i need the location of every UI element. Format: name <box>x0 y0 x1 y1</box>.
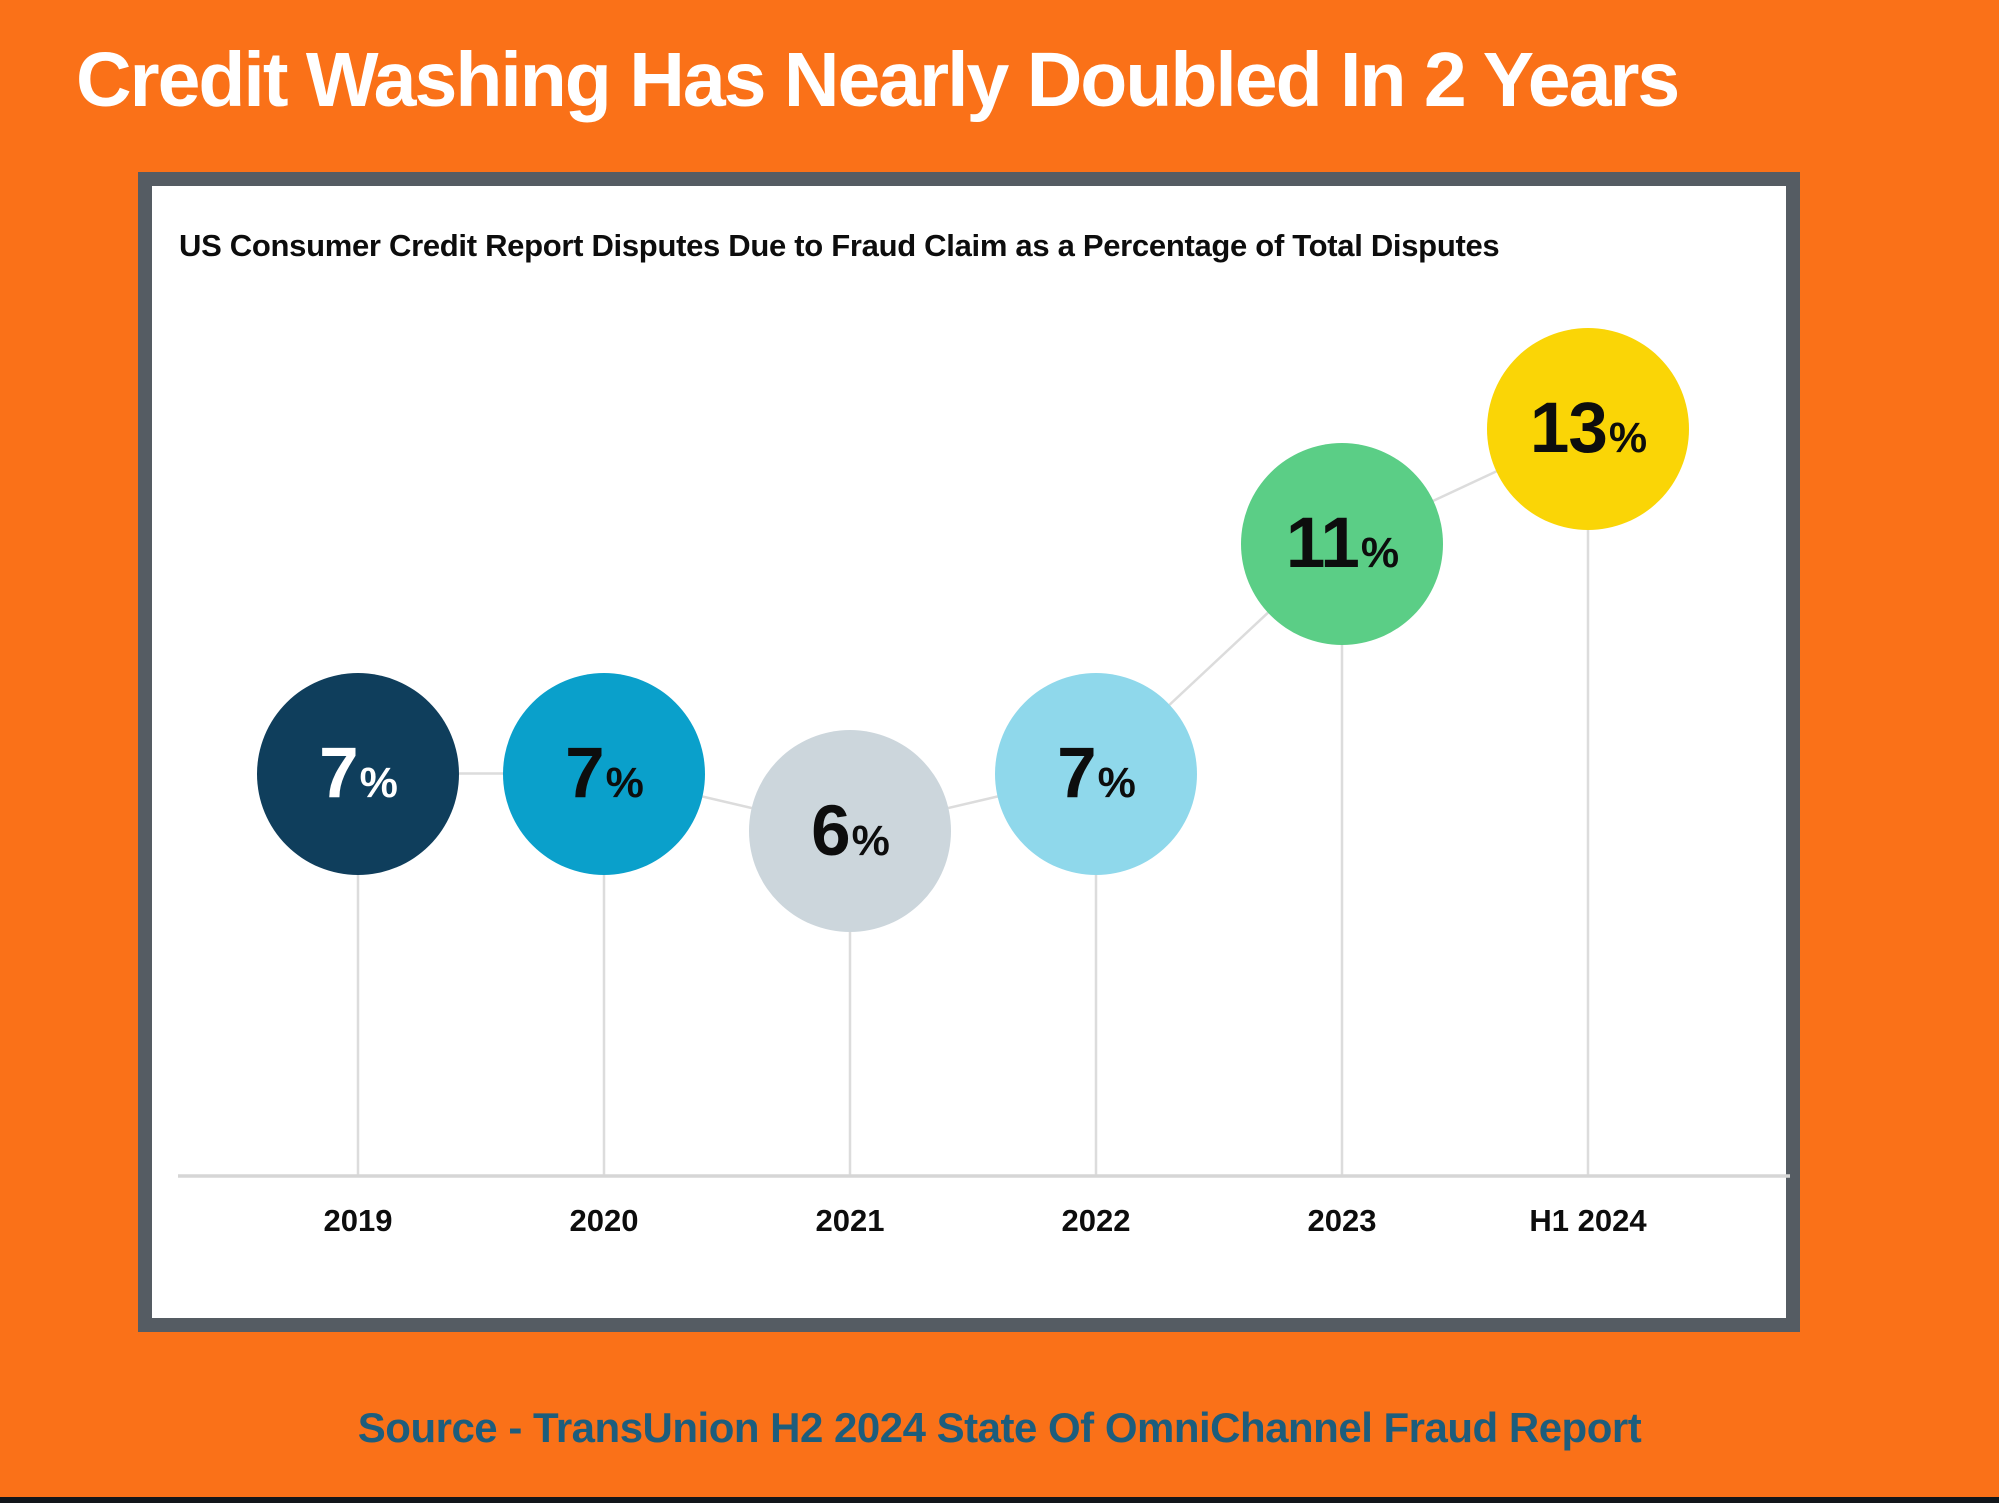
bottom-edge-bar <box>0 1497 1999 1503</box>
chart-title: US Consumer Credit Report Disputes Due t… <box>179 228 1500 263</box>
bubble-2023: 11% <box>1241 442 1443 645</box>
bubble-value-label: 7% <box>1057 734 1136 813</box>
x-tick-2023: 2023 <box>1307 1203 1377 1238</box>
x-tick-2019: 2019 <box>323 1203 393 1238</box>
bubble-2020: 7% <box>503 672 705 875</box>
x-tick-2020: 2020 <box>569 1203 639 1238</box>
bubble-H1 2024: 13% <box>1487 327 1689 530</box>
bubble-2022: 7% <box>995 672 1197 875</box>
x-tick-2021: 2021 <box>815 1203 885 1238</box>
page-title: Credit Washing Has Nearly Doubled In 2 Y… <box>76 37 1680 123</box>
bubble-value-label: 6% <box>811 791 890 871</box>
bubble-2019: 7% <box>257 672 459 875</box>
bubble-2021: 6% <box>749 730 951 932</box>
x-tick-2022: 2022 <box>1061 1203 1131 1238</box>
bubble-value-label: 13% <box>1529 389 1647 468</box>
bubble-value-label: 7% <box>565 734 644 813</box>
bubble-value-label: 11% <box>1285 504 1399 583</box>
source-attribution: Source - TransUnion H2 2024 State Of Omn… <box>357 1404 1642 1451</box>
x-tick-H1 2024: H1 2024 <box>1529 1203 1647 1238</box>
bubble-value-label: 7% <box>319 734 398 813</box>
